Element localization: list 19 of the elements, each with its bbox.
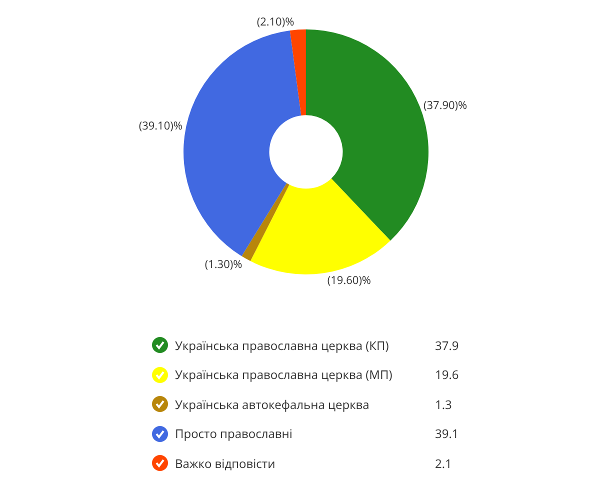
text: 37.9 bbox=[435, 337, 459, 354]
legend-label: Українська православна церква (КП) bbox=[175, 337, 390, 354]
legend-label: Українська автокефальна церква bbox=[175, 396, 370, 413]
text: 19.6 bbox=[435, 366, 459, 383]
text: 2.1 bbox=[435, 455, 452, 472]
text: 39.1 bbox=[435, 425, 459, 442]
donut-slice bbox=[250, 178, 390, 274]
donut-slice bbox=[290, 29, 306, 116]
legend-label: Українська православна церква (МП) bbox=[175, 366, 393, 383]
donut-slice bbox=[184, 30, 302, 256]
legend-label: Важко відповісти bbox=[175, 455, 276, 472]
text: 1.3 bbox=[435, 396, 452, 413]
data-label: (1.30)% bbox=[204, 256, 242, 272]
legend-label: Просто православні bbox=[175, 425, 292, 442]
data-label: (39.10)% bbox=[138, 118, 182, 134]
donut-slice bbox=[242, 183, 290, 262]
data-label: (2.10)% bbox=[256, 14, 294, 30]
data-label: (19.60)% bbox=[327, 272, 372, 288]
data-label: (37.90)% bbox=[424, 98, 468, 113]
